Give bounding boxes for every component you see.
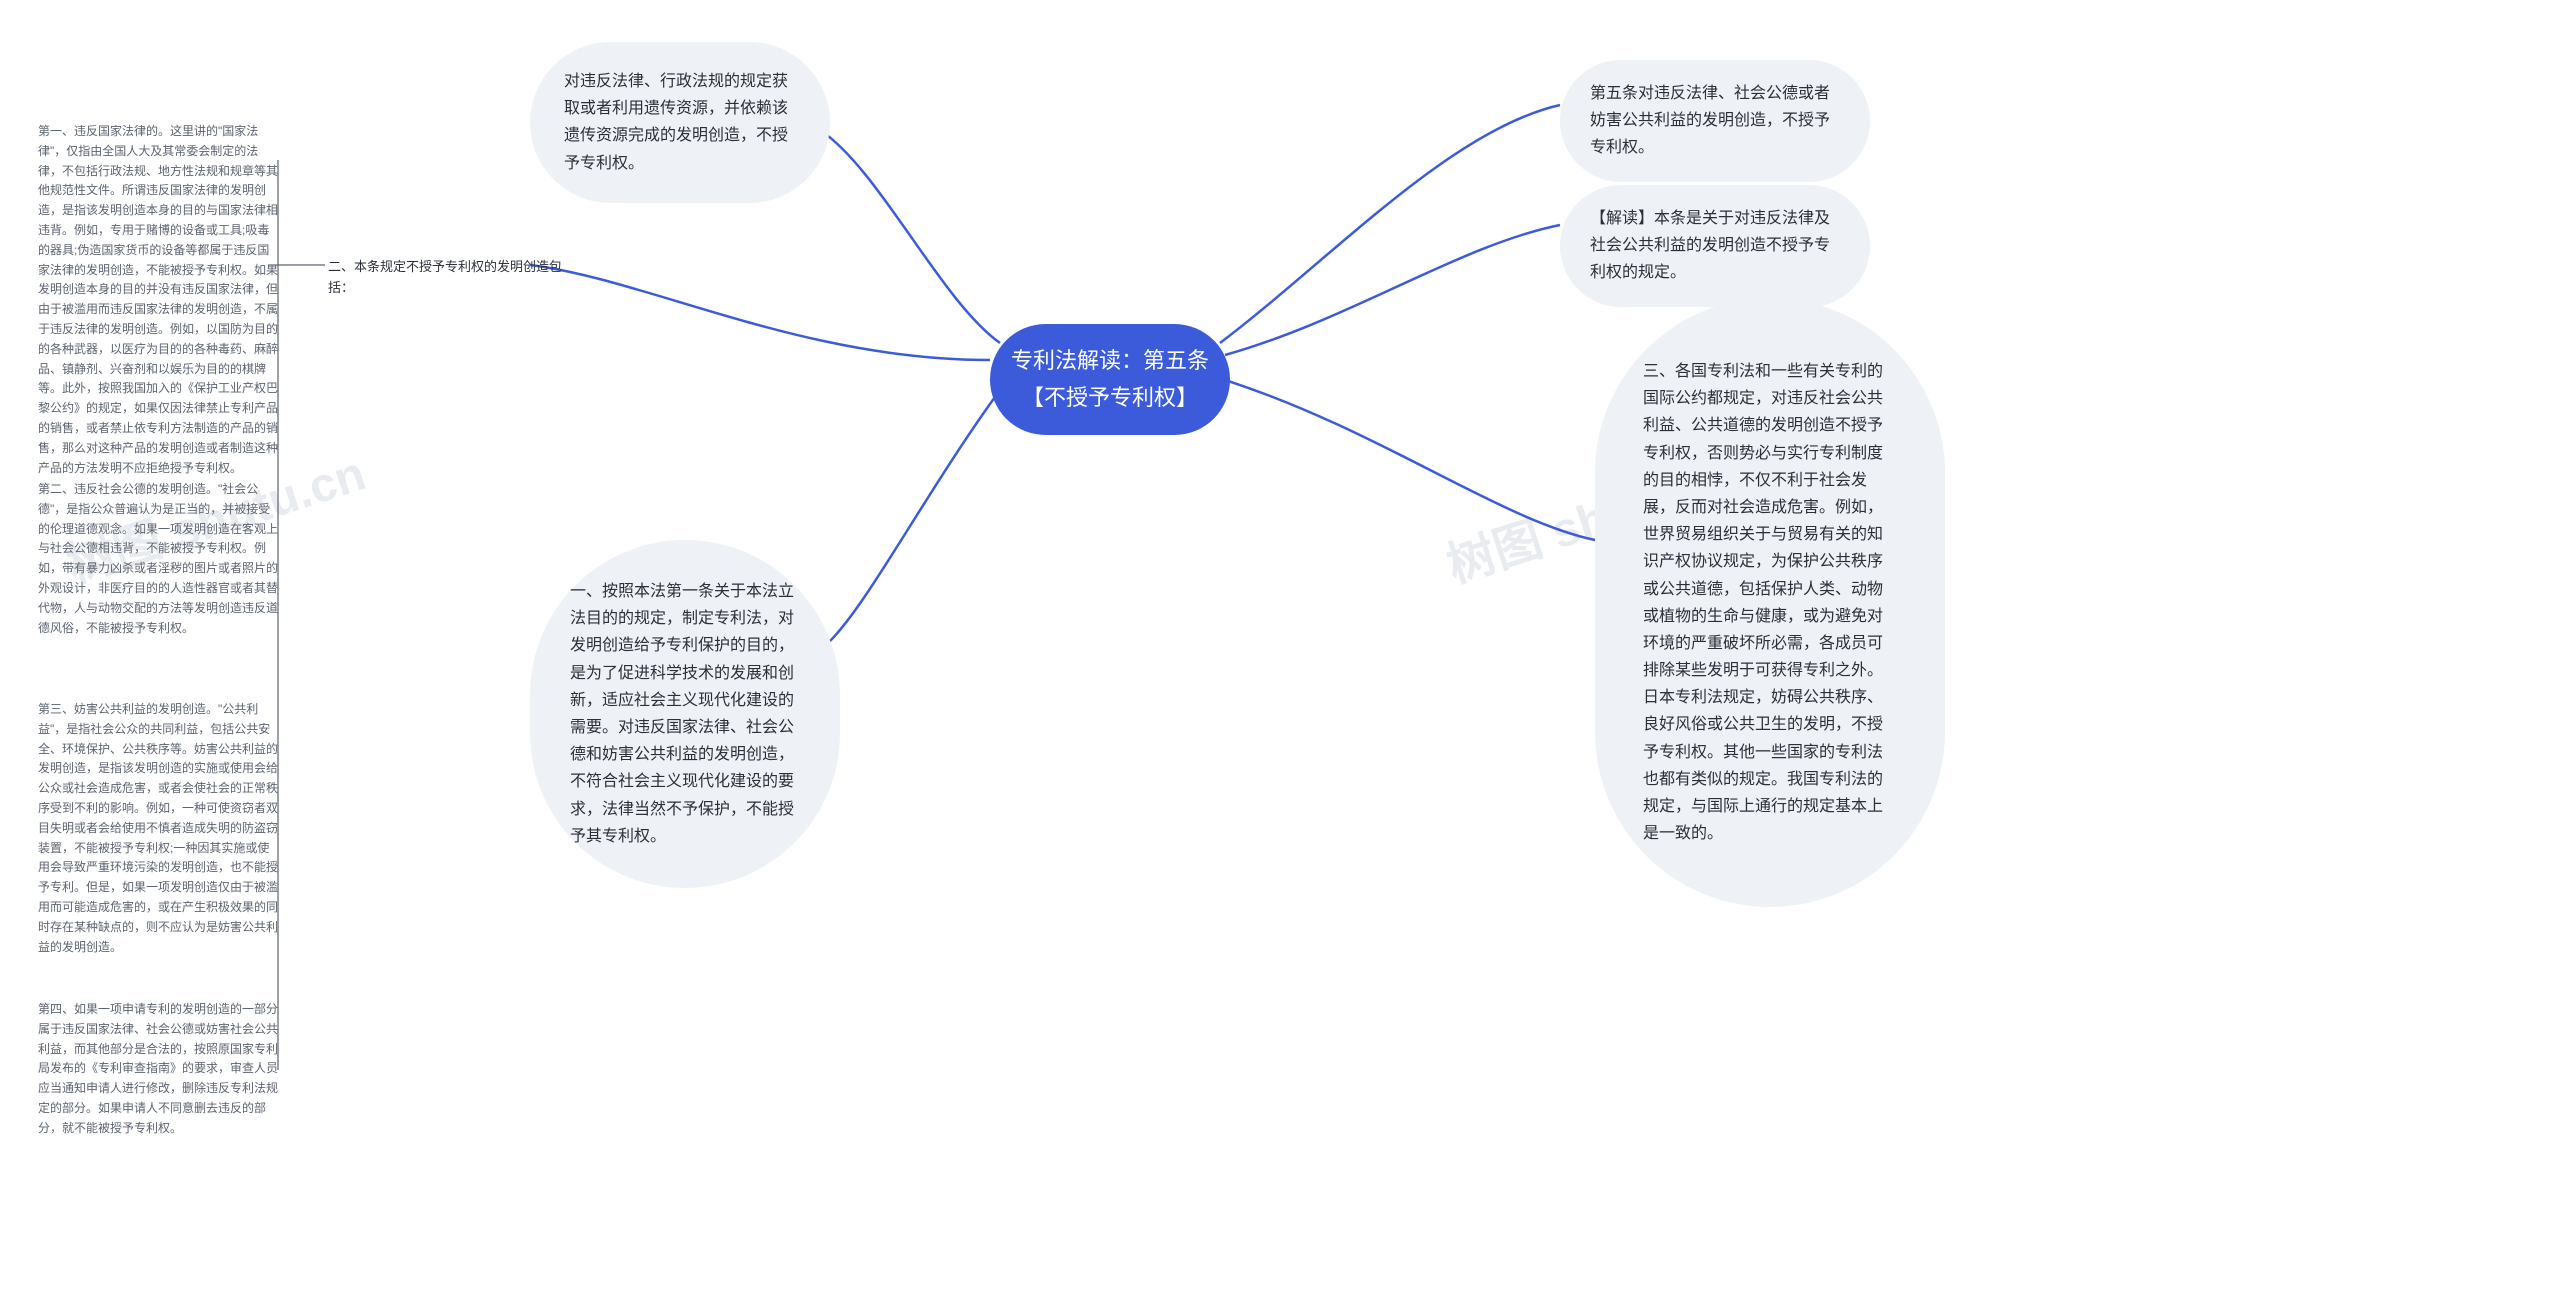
leaf-item-4: 第四、如果一项申请专利的发明创造的一部分属于违反国家法律、社会公德或妨害社会公共… xyxy=(38,1000,278,1139)
bubble-section-3[interactable]: 三、各国专利法和一些有关专利的国际公约都规定，对违反社会公共利益、公共道德的发明… xyxy=(1595,298,1945,907)
bubble-genetic-resources-text: 对违反法律、行政法规的规定获取或者利用遗传资源，并依赖该遗传资源完成的发明创造，… xyxy=(564,73,788,172)
bubble-section-1-text: 一、按照本法第一条关于本法立法目的的规定，制定专利法，对发明创造给予专利保护的目… xyxy=(570,583,794,845)
bubble-article5-summary-text: 第五条对违反法律、社会公德或者妨害公共利益的发明创造，不授予专利权。 xyxy=(1590,85,1830,156)
bubble-section-3-text: 三、各国专利法和一些有关专利的国际公约都规定，对违反社会公共利益、公共道德的发明… xyxy=(1643,363,1883,842)
branch-2-label: 二、本条规定不授予专利权的发明创造包括： xyxy=(328,256,578,299)
center-node[interactable]: 专利法解读：第五条【不授予专利权】 xyxy=(990,324,1230,435)
leaf-item-1: 第一、违反国家法律的。这里讲的"国家法律"，仅指由全国人大及其常委会制定的法律，… xyxy=(38,122,278,478)
leaf-item-3: 第三、妨害公共利益的发明创造。"公共利益"，是指社会公众的共同利益，包括公共安全… xyxy=(38,700,278,957)
bubble-section-1[interactable]: 一、按照本法第一条关于本法立法目的的规定，制定专利法，对发明创造给予专利保护的目… xyxy=(530,540,840,888)
connector-layer xyxy=(0,0,2560,1307)
center-node-text: 专利法解读：第五条【不授予专利权】 xyxy=(1011,348,1209,410)
bubble-article5-summary[interactable]: 第五条对违反法律、社会公德或者妨害公共利益的发明创造，不授予专利权。 xyxy=(1560,60,1870,182)
bubble-interpretation[interactable]: 【解读】本条是关于对违反法律及社会公共利益的发明创造不授予专利权的规定。 xyxy=(1560,185,1870,307)
leaf-item-2: 第二、违反社会公德的发明创造。"社会公德"，是指公众普遍认为是正当的，并被接受的… xyxy=(38,480,278,638)
bubble-genetic-resources[interactable]: 对违反法律、行政法规的规定获取或者利用遗传资源，并依赖该遗传资源完成的发明创造，… xyxy=(530,42,830,203)
bubble-interpretation-text: 【解读】本条是关于对违反法律及社会公共利益的发明创造不授予专利权的规定。 xyxy=(1590,210,1830,281)
